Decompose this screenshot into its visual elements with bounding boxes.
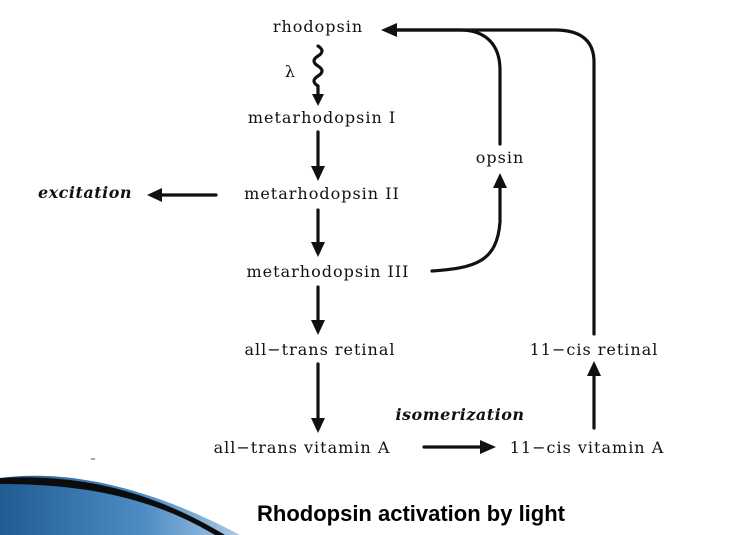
node-metarhodopsin-i: metarhodopsin I xyxy=(248,108,396,127)
arrow-meta3-to-all-trans-retinal xyxy=(311,285,325,335)
node-all-trans-retinal: all−trans retinal xyxy=(244,340,395,359)
node-11-cis-retinal: 11−cis retinal xyxy=(530,340,659,359)
arrow-isomerization xyxy=(422,440,496,454)
arrow-cis-retinal-to-rhodopsin xyxy=(381,23,596,336)
label-excitation: excitation xyxy=(38,183,132,202)
arrow-light-rhodopsin-to-meta1 xyxy=(312,44,324,106)
arrow-meta3-to-opsin xyxy=(430,173,507,273)
arrow-cis-vitamin-a-to-cis-retinal xyxy=(587,361,601,430)
arrow-retinal-to-vitamin-a xyxy=(311,362,325,433)
node-metarhodopsin-ii: metarhodopsin II xyxy=(244,184,400,203)
node-rhodopsin: rhodopsin xyxy=(273,17,363,36)
node-all-trans-vitamin-a: all−trans vitamin A xyxy=(214,438,391,457)
arrow-opsin-to-rhodopsin xyxy=(393,28,502,146)
slide-swoosh-decoration xyxy=(0,475,240,535)
node-metarhodopsin-iii: metarhodopsin III xyxy=(247,262,410,281)
label-lambda: λ xyxy=(285,62,295,81)
label-isomerization: isomerization xyxy=(395,405,524,424)
arrow-meta2-to-excitation xyxy=(147,188,218,202)
arrow-meta1-to-meta2 xyxy=(311,130,325,181)
node-11-cis-vitamin-a: 11−cis vitamin A xyxy=(510,438,665,457)
slide-caption: Rhodopsin activation by light xyxy=(257,501,565,526)
arrow-meta2-to-meta3 xyxy=(311,208,325,257)
node-opsin: opsin xyxy=(476,148,525,167)
